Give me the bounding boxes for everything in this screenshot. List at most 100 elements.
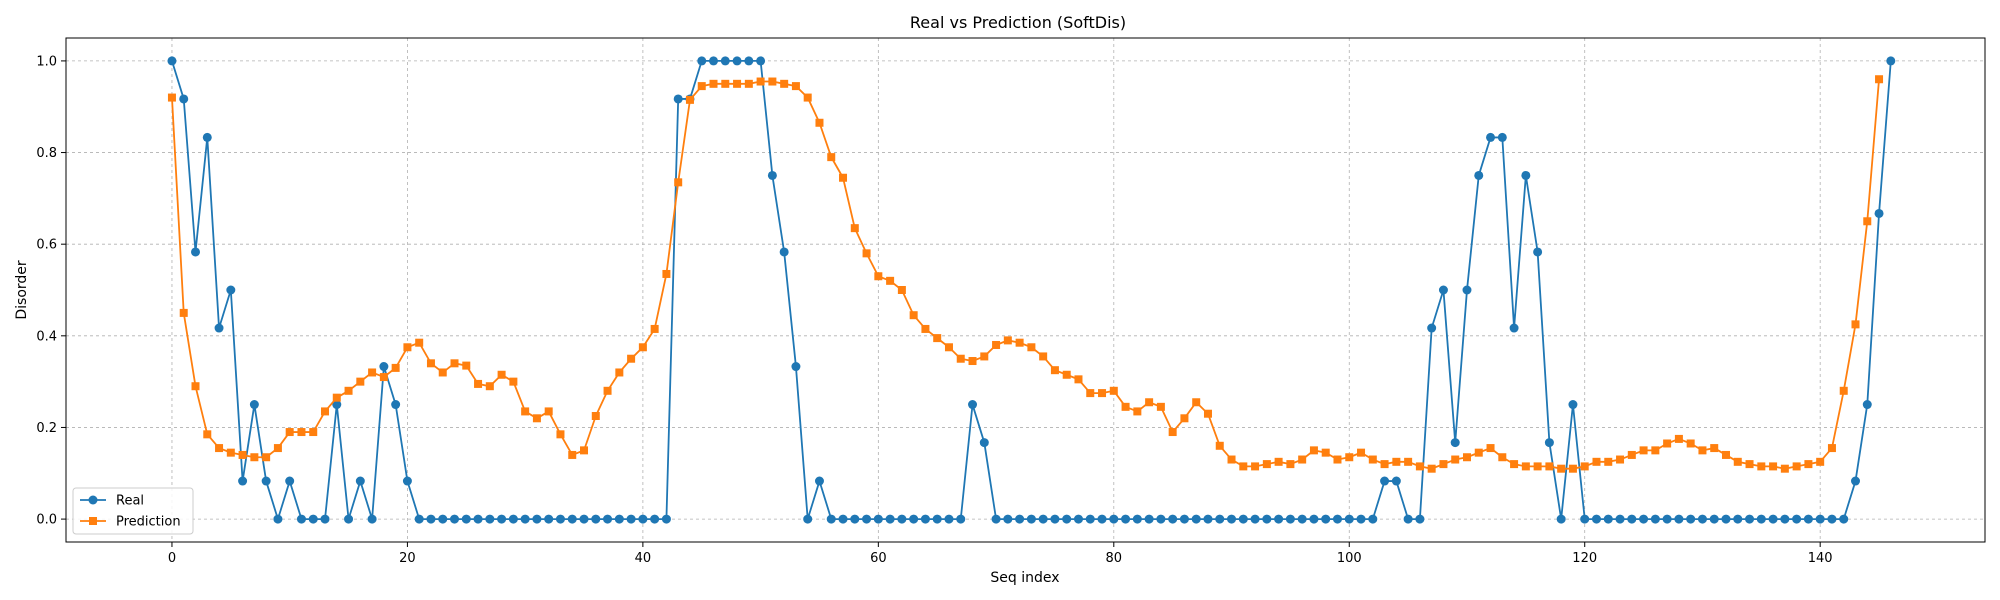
- data-point: [1886, 56, 1896, 66]
- data-point: [544, 407, 553, 416]
- data-point: [1556, 514, 1566, 524]
- data-point: [838, 514, 848, 524]
- data-point: [462, 361, 471, 370]
- data-point: [1380, 476, 1390, 486]
- data-point: [1533, 462, 1542, 471]
- x-tick-label: 40: [635, 551, 652, 566]
- data-point: [1427, 464, 1436, 473]
- data-point: [1109, 514, 1119, 524]
- data-point: [1344, 514, 1354, 524]
- data-point: [697, 82, 706, 91]
- data-point: [1780, 464, 1789, 473]
- data-point: [309, 428, 318, 437]
- data-point: [1816, 457, 1825, 466]
- data-point: [1674, 514, 1684, 524]
- data-point: [509, 377, 518, 386]
- data-point: [1639, 446, 1648, 455]
- data-point: [520, 514, 530, 524]
- data-point: [932, 514, 942, 524]
- data-point: [1144, 514, 1154, 524]
- data-point: [308, 514, 318, 524]
- data-point: [779, 247, 789, 257]
- data-point: [1368, 514, 1378, 524]
- data-point: [426, 359, 435, 368]
- data-point: [1015, 514, 1025, 524]
- data-point: [1839, 514, 1849, 524]
- data-point: [532, 414, 541, 423]
- y-tick-label: 0.8: [36, 146, 57, 161]
- data-point: [662, 269, 671, 278]
- data-point: [1286, 460, 1295, 469]
- data-point: [438, 514, 448, 524]
- legend-item-real: Real: [80, 494, 144, 509]
- data-point: [1745, 460, 1754, 469]
- data-point: [1309, 514, 1319, 524]
- data-point: [1604, 457, 1613, 466]
- data-point: [1450, 438, 1460, 448]
- data-point: [391, 363, 400, 372]
- data-point: [1462, 285, 1472, 295]
- data-point: [1285, 514, 1295, 524]
- data-point: [1827, 514, 1837, 524]
- data-point: [332, 400, 342, 410]
- data-point: [497, 370, 506, 379]
- data-point: [296, 514, 306, 524]
- y-axis-label: Disorder: [14, 260, 30, 320]
- data-point: [579, 514, 589, 524]
- data-point: [944, 514, 954, 524]
- data-point: [873, 514, 883, 524]
- data-point: [1568, 464, 1577, 473]
- data-point: [285, 428, 294, 437]
- data-point: [238, 476, 248, 486]
- ticks: 0 20 40 60 80 100 120 140 0.0 0.2 0.4 0.6 0.8 1.0: [36, 54, 1832, 566]
- data-point: [897, 514, 907, 524]
- data-point: [580, 446, 589, 455]
- data-point: [1580, 462, 1589, 471]
- data-point: [1533, 247, 1543, 257]
- data-point: [920, 514, 930, 524]
- data-point: [1333, 455, 1342, 464]
- data-point: [1756, 514, 1766, 524]
- data-point: [1651, 446, 1660, 455]
- data-point: [450, 514, 460, 524]
- data-point: [226, 285, 236, 295]
- legend-item-prediction: Prediction: [80, 515, 181, 530]
- data-point: [191, 382, 200, 391]
- data-point: [297, 428, 306, 437]
- data-point: [1133, 407, 1142, 416]
- data-point: [215, 444, 224, 453]
- data-point: [1215, 441, 1224, 450]
- data-point: [1792, 462, 1801, 471]
- data-point: [1603, 514, 1613, 524]
- data-point: [1180, 414, 1189, 423]
- y-tick-label: 1.0: [36, 54, 57, 69]
- data-point: [249, 400, 259, 410]
- data-point: [650, 514, 660, 524]
- data-point: [1498, 453, 1507, 462]
- data-point: [1439, 460, 1448, 469]
- data-point: [167, 93, 176, 102]
- data-point: [1192, 398, 1201, 407]
- data-point: [1827, 444, 1836, 453]
- data-point: [1804, 460, 1813, 469]
- data-point: [1721, 450, 1730, 459]
- data-point: [1698, 446, 1707, 455]
- y-tick-label: 0.4: [36, 329, 57, 344]
- data-point: [1298, 455, 1307, 464]
- data-point: [733, 79, 742, 88]
- data-point: [261, 476, 271, 486]
- data-point: [921, 324, 930, 333]
- data-point: [1486, 132, 1496, 142]
- data-point: [615, 368, 624, 377]
- data-point: [1062, 370, 1071, 379]
- data-point: [956, 354, 965, 363]
- data-point: [1462, 453, 1471, 462]
- data-point: [344, 514, 354, 524]
- data-point: [1474, 170, 1484, 180]
- data-point: [415, 338, 424, 347]
- data-point: [1145, 398, 1154, 407]
- data-point: [756, 77, 765, 86]
- data-point: [285, 476, 295, 486]
- data-point: [862, 514, 872, 524]
- data-point: [1215, 514, 1225, 524]
